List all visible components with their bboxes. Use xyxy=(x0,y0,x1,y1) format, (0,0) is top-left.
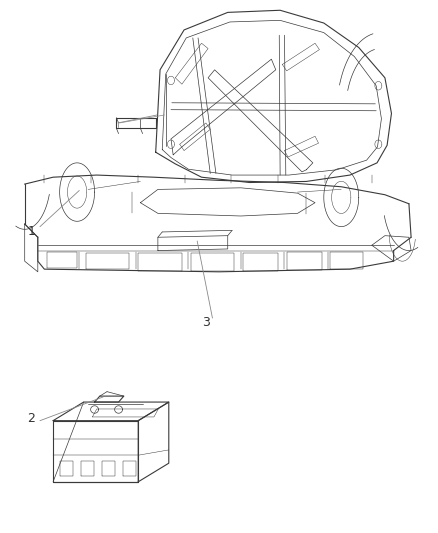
Text: 3: 3 xyxy=(202,316,210,329)
Text: 2: 2 xyxy=(27,411,35,424)
Text: 1: 1 xyxy=(27,225,35,238)
